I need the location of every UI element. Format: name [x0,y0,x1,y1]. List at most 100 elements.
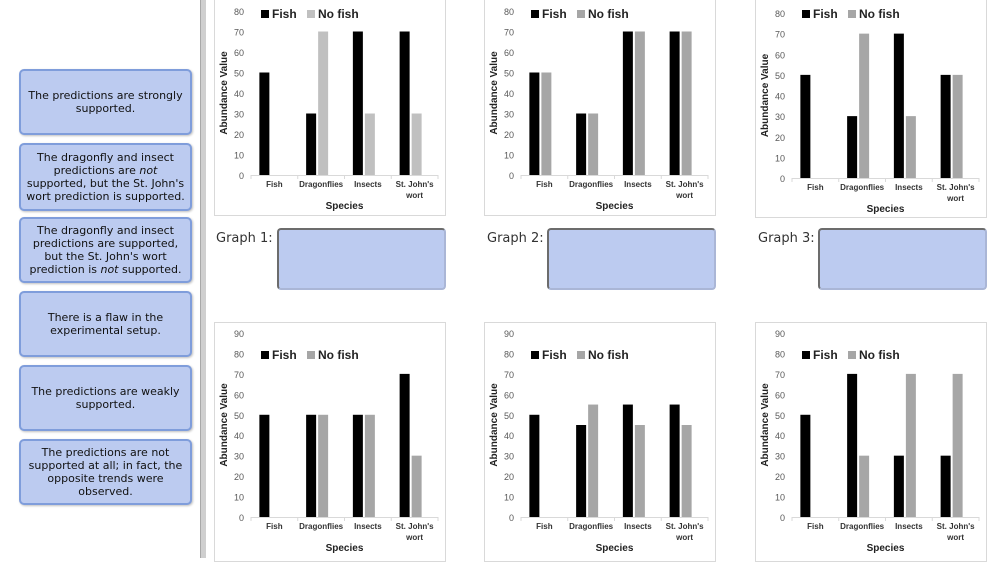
option-text: The dragonfly and insect predictions are… [24,151,187,203]
category-label: St. John's wort [666,180,704,200]
y-tick-label: 40 [504,431,514,441]
y-tick-label: 40 [504,89,514,99]
graph-3-drop-target[interactable] [818,228,987,290]
bar-fish-fish [529,414,540,517]
category-label: Dragonflies [569,522,614,531]
category-label: Fish [266,522,283,531]
option-text: The predictions are weakly supported. [24,385,187,411]
legend-label: Fish [542,7,567,21]
bar-fish-dragonflies [306,113,317,175]
y-tick-label: 10 [234,151,244,161]
legend-label: Fish [813,348,838,362]
y-tick-label: 20 [234,472,244,482]
bar-fish-st-john-s-wort [399,373,410,517]
bar-chart-svg: 0 10 20 30 40 50 60 70 80 Fish Dragonflies Insects S… [760,7,980,215]
category-label-line: Fish [266,522,283,531]
y-tick-label: 10 [234,493,244,503]
bar-fish-st-john-s-wort [399,31,410,175]
panel-divider[interactable] [200,0,206,558]
y-tick-label: 50 [234,69,244,79]
bar-fish-dragonflies [576,113,587,175]
y-tick-label: 60 [775,390,785,400]
category-label-line: St. John's [666,522,704,531]
category-label-line: Fish [266,180,283,189]
category-label-line: wort [946,533,964,542]
category-label-line: Dragonflies [299,522,344,531]
bar-no-fish-st-john-s-wort [681,31,692,175]
legend-swatch [802,10,810,18]
option-card-flaw-in-setup[interactable]: There is a flaw in the experimental setu… [19,291,192,357]
y-tick-label: 80 [234,349,244,359]
bar-chart-svg: 0 10 20 30 40 50 60 70 80 90 Fish Dragonflies Insect… [760,329,980,554]
option-card-weakly-supported[interactable]: The predictions are weakly supported. [19,365,192,431]
y-tick-label: 20 [775,133,785,143]
y-tick-label: 10 [775,153,785,163]
bar-fish-st-john-s-wort [669,31,680,175]
x-axis-title: Species [596,201,634,212]
category-label: Insects [895,522,923,531]
category-label-line: St. John's [937,183,975,192]
y-tick-label: 80 [775,9,785,19]
y-axis-title: Abundance Value [489,383,500,467]
y-tick-label: 20 [234,130,244,140]
category-label-line: wort [946,194,964,203]
bar-fish-fish [800,414,811,517]
category-label-line: Insects [354,522,382,531]
y-tick-label: 80 [234,7,244,17]
bar-no-fish-dragonflies [588,113,599,175]
category-label: Fish [536,180,553,189]
legend-swatch [848,351,856,359]
graph-2-drop-target[interactable] [547,228,716,290]
bar-no-fish-insects [905,373,916,517]
option-card-dragonfly-insect-not-supported[interactable]: The dragonfly and insect predictions are… [19,143,192,211]
y-tick-label: 60 [234,48,244,58]
text-segment: supported. [118,263,182,276]
category-label: St. John's wort [396,180,434,200]
category-label: Dragonflies [299,180,344,189]
y-tick-label: 10 [504,493,514,503]
bar-no-fish-insects [905,116,916,178]
text-segment: The predictions are strongly supported. [28,89,183,115]
bar-fish-insects [893,33,904,178]
bar-fish-st-john-s-wort [940,74,951,178]
x-axis-title: Species [596,543,634,554]
bar-no-fish-insects [364,414,375,517]
legend-swatch [531,351,539,359]
category-label-line: Insects [354,180,382,189]
y-tick-label: 70 [775,370,785,380]
y-tick-label: 90 [504,329,514,339]
category-label-line: Dragonflies [840,522,885,531]
y-tick-label: 30 [775,112,785,122]
category-label-line: Fish [807,522,824,531]
option-card-opposite-trends[interactable]: The predictions are not supported at all… [19,439,192,505]
category-label: Fish [807,183,824,192]
legend-label: No fish [318,7,359,21]
category-label-line: wort [405,533,423,542]
category-label-line: Fish [536,522,553,531]
bar-fish-dragonflies [576,425,587,517]
graph-1-drop-target[interactable] [277,228,446,290]
legend-label: Fish [813,7,838,21]
category-label-line: Dragonflies [840,183,885,192]
option-card-strongly-supported[interactable]: The predictions are strongly supported. [19,69,192,135]
legend-label: No fish [318,348,359,362]
bar-fish-insects [352,31,363,175]
y-tick-label: 10 [775,493,785,503]
y-tick-label: 70 [234,28,244,38]
category-label-line: St. John's [937,522,975,531]
bar-no-fish-dragonflies [318,414,329,517]
y-tick-label: 70 [775,30,785,40]
category-label: Dragonflies [840,522,885,531]
category-label: St. John's wort [937,183,975,203]
y-tick-label: 80 [504,349,514,359]
bar-fish-fish [259,72,270,175]
bar-fish-dragonflies [306,414,317,517]
legend-swatch [307,10,315,18]
y-tick-label: 30 [504,110,514,120]
y-tick-label: 70 [504,370,514,380]
y-tick-label: 40 [775,92,785,102]
y-tick-label: 90 [775,329,785,339]
category-label: Insects [624,180,652,189]
y-axis-title: Abundance Value [760,383,771,467]
option-card-st-johns-wort-not-supported[interactable]: The dragonfly and insect predictions are… [19,217,192,283]
